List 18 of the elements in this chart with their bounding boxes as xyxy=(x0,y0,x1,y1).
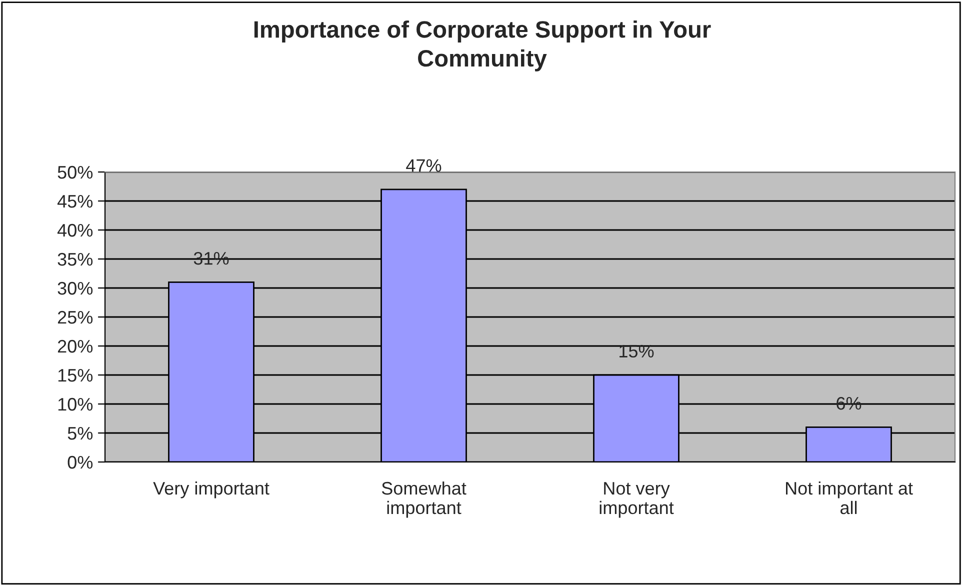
y-tick-label: 10% xyxy=(58,398,93,411)
y-tick-label: 35% xyxy=(58,252,93,266)
y-tick-label: 5% xyxy=(68,427,93,440)
y-tick-label: 30% xyxy=(58,282,93,295)
y-tick-label: 45% xyxy=(57,195,93,208)
x-tick-label: Not very important xyxy=(600,482,674,518)
y-tick-label: 0% xyxy=(68,456,93,469)
chart-title: Importance of Corporate Support in Your Community xyxy=(254,20,711,72)
x-tick-label: Somewhat important xyxy=(382,481,466,518)
x-tick-label: Not important at all xyxy=(786,481,913,514)
data-label: 47% xyxy=(406,159,442,172)
data-label: 15% xyxy=(620,344,654,358)
y-tick-label: 40% xyxy=(57,224,93,237)
x-tick-label: Very important xyxy=(153,481,270,498)
y-tick-label: 50% xyxy=(58,166,93,179)
y-tick-label: 20% xyxy=(58,340,93,353)
y-tick-label: 15% xyxy=(58,369,93,382)
y-tick-label: 25% xyxy=(58,310,93,324)
